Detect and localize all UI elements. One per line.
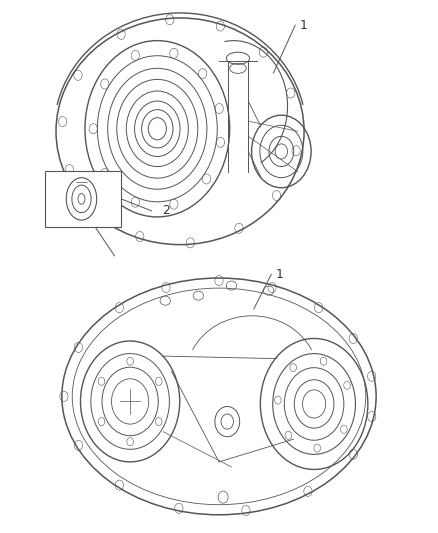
Bar: [45, 171, 121, 227]
Text: 1: 1: [300, 19, 308, 32]
Text: 1: 1: [276, 268, 284, 281]
Text: 2: 2: [162, 204, 170, 217]
